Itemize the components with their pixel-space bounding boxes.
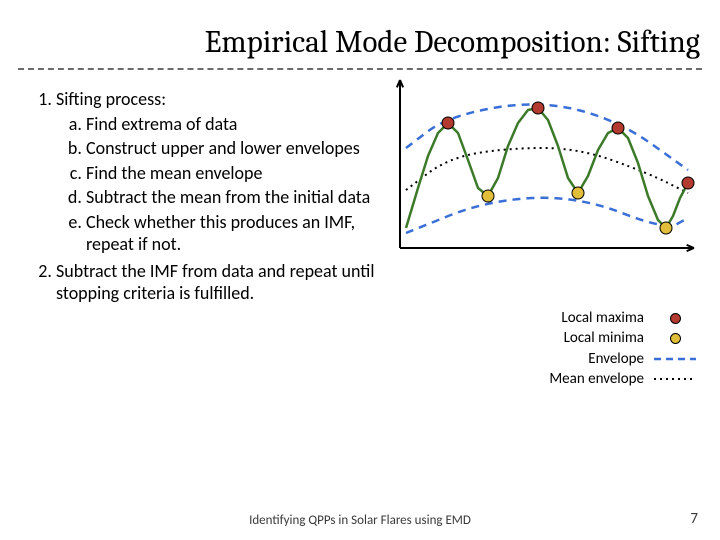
- step-1-label: Sifting process:: [56, 88, 166, 110]
- substep-a: Find extrema of data: [86, 113, 378, 136]
- substep-e: Check whether this produces an IMF, repe…: [86, 211, 378, 256]
- chart-column: Local maxima Local minima Envelope Mean …: [378, 88, 698, 309]
- legend-mean: Mean envelope: [549, 369, 698, 389]
- legend-maxima: Local maxima: [549, 308, 698, 328]
- chart-legend: Local maxima Local minima Envelope Mean …: [549, 308, 698, 389]
- legend-minima-label: Local minima: [564, 328, 644, 348]
- steps-column: Sifting process: Find extrema of data Co…: [18, 88, 378, 309]
- page-number: 7: [690, 510, 698, 528]
- legend-mean-label: Mean envelope: [549, 369, 644, 389]
- substep-c: Find the mean envelope: [86, 162, 378, 185]
- substep-d: Subtract the mean from the initial data: [86, 186, 378, 209]
- sifting-chart: [388, 78, 698, 278]
- legend-envelope-label: Envelope: [588, 349, 644, 369]
- step-1: Sifting process: Find extrema of data Co…: [56, 88, 378, 256]
- substep-b: Construct upper and lower envelopes: [86, 137, 378, 160]
- legend-maxima-label: Local maxima: [561, 308, 644, 328]
- legend-minima-icon: [670, 333, 681, 344]
- page-title: Empirical Mode Decomposition: Sifting: [205, 24, 700, 60]
- legend-maxima-icon: [670, 313, 681, 324]
- footer-text: Identifying QPPs in Solar Flares using E…: [0, 513, 720, 528]
- content-area: Sifting process: Find extrema of data Co…: [0, 70, 720, 309]
- step-2: Subtract the IMF from data and repeat un…: [56, 260, 378, 305]
- legend-minima: Local minima: [549, 328, 698, 348]
- legend-envelope: Envelope: [549, 349, 698, 369]
